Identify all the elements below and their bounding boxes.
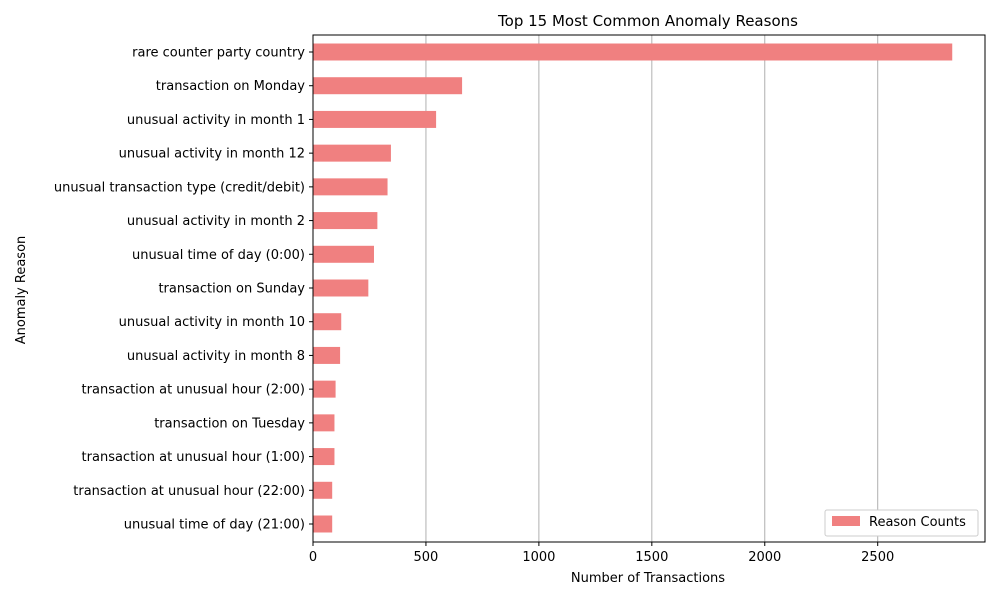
bar (313, 43, 953, 61)
x-tick-label: 1500 (635, 550, 668, 565)
x-axis-label: Number of Transactions (571, 571, 725, 586)
plot-frame (312, 34, 986, 543)
bar (313, 110, 437, 128)
axes (309, 34, 986, 546)
y-tick-label: transaction at unusual hour (1:00) (82, 450, 305, 465)
bar (313, 279, 369, 297)
y-tick-label: transaction on Sunday (158, 282, 305, 297)
legend-box (824, 509, 979, 537)
y-tick-label: transaction on Monday (156, 79, 306, 94)
bar (313, 144, 391, 162)
y-tick-label: unusual transaction type (credit/debit) (54, 180, 305, 195)
bar (313, 346, 341, 364)
y-tick-label: transaction on Tuesday (154, 416, 305, 431)
legend-swatch (832, 516, 860, 526)
bar (313, 515, 333, 533)
x-tick-label: 500 (414, 550, 439, 565)
y-tick-label: unusual time of day (21:00) (124, 518, 305, 533)
x-tick-labels: 0 500 1000 1500 2000 2500 (309, 550, 894, 565)
bar (313, 380, 336, 398)
bar (313, 245, 374, 263)
y-tick-label: unusual activity in month 12 (119, 147, 305, 162)
y-tick-label: unusual activity in month 10 (119, 315, 305, 330)
bar (313, 481, 333, 499)
bars (313, 43, 953, 533)
x-tick-label: 2000 (748, 550, 781, 565)
bar (313, 77, 463, 95)
y-tick-label: unusual activity in month 1 (127, 113, 305, 128)
y-tick-label: rare counter party country (132, 46, 305, 61)
legend-label: Reason Counts (869, 515, 966, 530)
x-tick-label: 1000 (522, 550, 555, 565)
y-tick-label: unusual time of day (0:00) (132, 248, 305, 263)
y-tick-label: unusual activity in month 2 (127, 214, 305, 229)
y-tick-label: unusual activity in month 8 (127, 349, 305, 364)
bar (313, 178, 388, 196)
y-tick-label: transaction at unusual hour (22:00) (73, 484, 305, 499)
x-tick-label: 2500 (861, 550, 894, 565)
bar (313, 212, 378, 230)
bar (313, 448, 335, 466)
bar (313, 313, 342, 331)
chart-title: Top 15 Most Common Anomaly Reasons (497, 12, 798, 30)
y-tick-labels: rare counter party country transaction on… (54, 46, 305, 533)
y-tick-label: transaction at unusual hour (2:00) (82, 383, 305, 398)
x-tick-label: 0 (309, 550, 317, 565)
legend: Reason Counts (824, 509, 979, 537)
y-axis-label: Anomaly Reason (14, 236, 29, 345)
bar (313, 414, 335, 432)
gridlines (425, 35, 879, 542)
